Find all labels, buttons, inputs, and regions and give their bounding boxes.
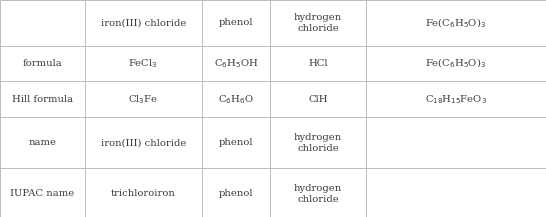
Text: Hill formula: Hill formula (12, 95, 73, 104)
Text: C$_{18}$H$_{15}$FeO$_3$: C$_{18}$H$_{15}$FeO$_3$ (425, 93, 487, 106)
Text: trichloroiron: trichloroiron (111, 189, 176, 198)
Text: phenol: phenol (219, 189, 253, 198)
Text: Cl$_3$Fe: Cl$_3$Fe (128, 93, 158, 106)
Text: C$_6$H$_5$OH: C$_6$H$_5$OH (214, 57, 258, 70)
Text: formula: formula (22, 59, 62, 68)
Text: name: name (28, 138, 56, 147)
Text: C$_6$H$_6$O: C$_6$H$_6$O (218, 93, 254, 106)
Text: hydrogen
chloride: hydrogen chloride (294, 13, 342, 33)
Text: Fe(C$_6$H$_5$O)$_3$: Fe(C$_6$H$_5$O)$_3$ (425, 16, 486, 30)
Text: ClH: ClH (308, 95, 328, 104)
Text: hydrogen
chloride: hydrogen chloride (294, 133, 342, 153)
Text: hydrogen
chloride: hydrogen chloride (294, 184, 342, 204)
Text: FeCl$_3$: FeCl$_3$ (128, 57, 158, 70)
Text: Fe(C$_6$H$_5$O)$_3$: Fe(C$_6$H$_5$O)$_3$ (425, 57, 486, 70)
Text: IUPAC name: IUPAC name (10, 189, 74, 198)
Text: phenol: phenol (219, 138, 253, 147)
Text: HCl: HCl (308, 59, 328, 68)
Text: phenol: phenol (219, 18, 253, 27)
Text: iron(III) chloride: iron(III) chloride (100, 18, 186, 27)
Text: iron(III) chloride: iron(III) chloride (100, 138, 186, 147)
